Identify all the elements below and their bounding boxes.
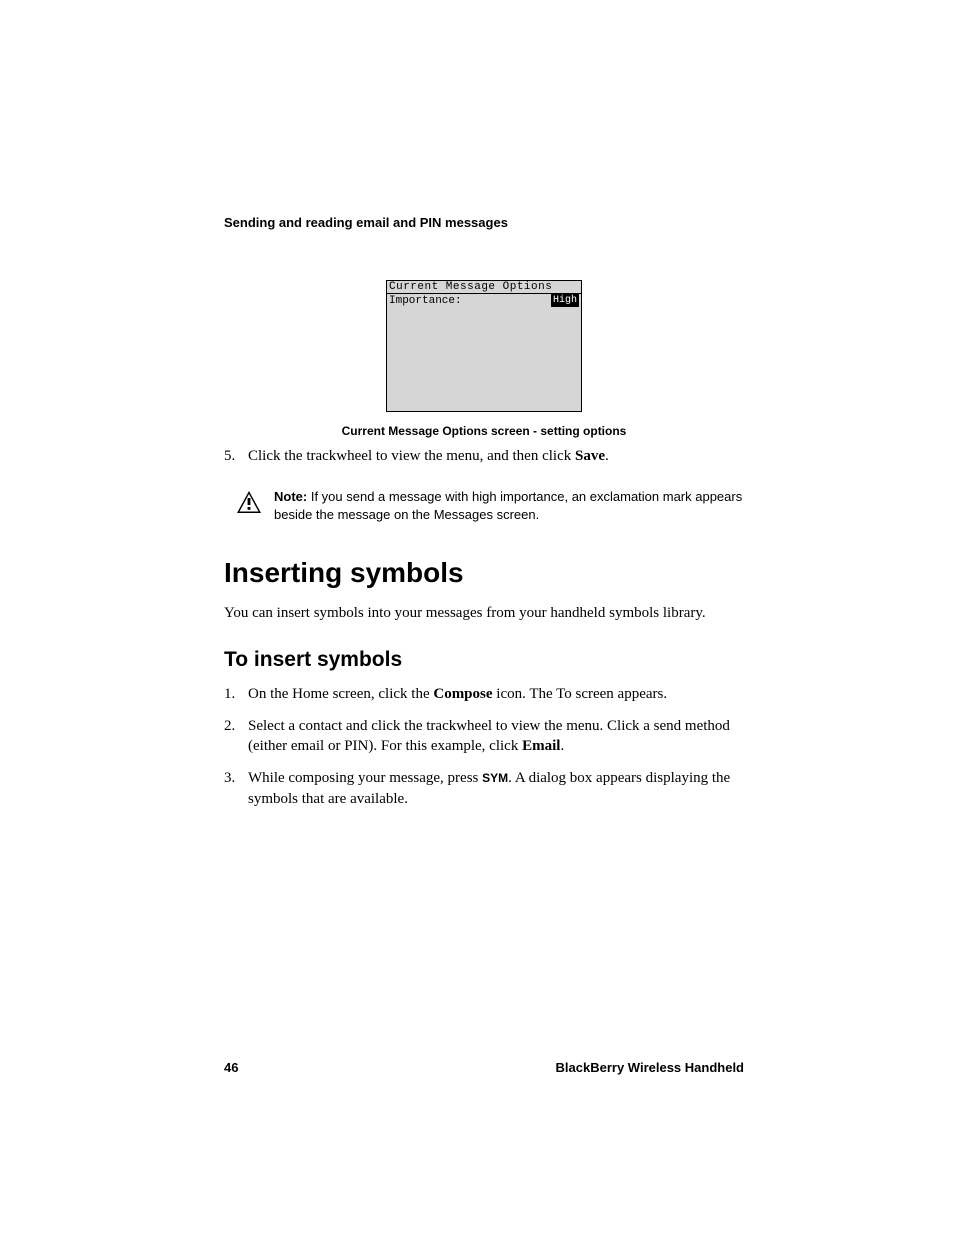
screenshot-row: Importance: High [387, 294, 581, 307]
step-number: 1. [224, 684, 248, 704]
step-number: 3. [224, 768, 248, 809]
intro-paragraph: You can insert symbols into your message… [224, 603, 744, 623]
note-text: Note: If you send a message with high im… [274, 488, 744, 523]
heading-1: Inserting symbols [224, 557, 744, 589]
page-footer: 46 BlackBerry Wireless Handheld [224, 1060, 744, 1075]
figure-caption: Current Message Options screen - setting… [342, 424, 627, 438]
page-number: 46 [224, 1060, 238, 1075]
running-header: Sending and reading email and PIN messag… [224, 215, 744, 230]
bold-word: Save [575, 448, 605, 464]
figure: Current Message Options Importance: High… [224, 280, 744, 446]
text: . [560, 738, 564, 754]
text: On the Home screen, click the [248, 686, 433, 702]
text: Select a contact and click the trackwhee… [248, 718, 730, 754]
text: icon. The To screen appears. [493, 686, 668, 702]
warning-icon [224, 488, 274, 514]
list-item: 1. On the Home screen, click the Compose… [224, 684, 744, 704]
screenshot-title: Current Message Options [387, 281, 581, 294]
list-item: 5. Click the trackwheel to view the menu… [224, 446, 744, 466]
step-text: While composing your message, press SYM.… [248, 768, 744, 809]
step-text: On the Home screen, click the Compose ic… [248, 684, 744, 704]
key-label: SYM [482, 771, 508, 785]
note-body: If you send a message with high importan… [274, 489, 742, 522]
list-item: 3. While composing your message, press S… [224, 768, 744, 809]
step-number: 2. [224, 716, 248, 757]
step-text: Select a contact and click the trackwhee… [248, 716, 744, 757]
heading-2: To insert symbols [224, 648, 744, 672]
text: While composing your message, press [248, 770, 482, 786]
step-number: 5. [224, 446, 248, 466]
list-item: 2. Select a contact and click the trackw… [224, 716, 744, 757]
field-label: Importance: [389, 295, 462, 307]
text: . [605, 448, 609, 464]
step-list: 1. On the Home screen, click the Compose… [224, 684, 744, 809]
bold-word: Compose [433, 686, 492, 702]
device-screenshot: Current Message Options Importance: High [386, 280, 582, 412]
book-title: BlackBerry Wireless Handheld [556, 1060, 744, 1075]
page: Sending and reading email and PIN messag… [0, 0, 954, 1235]
note-block: Note: If you send a message with high im… [224, 488, 744, 523]
step-list-continued: 5. Click the trackwheel to view the menu… [224, 446, 744, 466]
bold-word: Email [522, 738, 560, 754]
note-label: Note: [274, 489, 307, 504]
text: Click the trackwheel to view the menu, a… [248, 448, 575, 464]
field-value-selected: High [551, 294, 579, 307]
step-text: Click the trackwheel to view the menu, a… [248, 446, 744, 466]
